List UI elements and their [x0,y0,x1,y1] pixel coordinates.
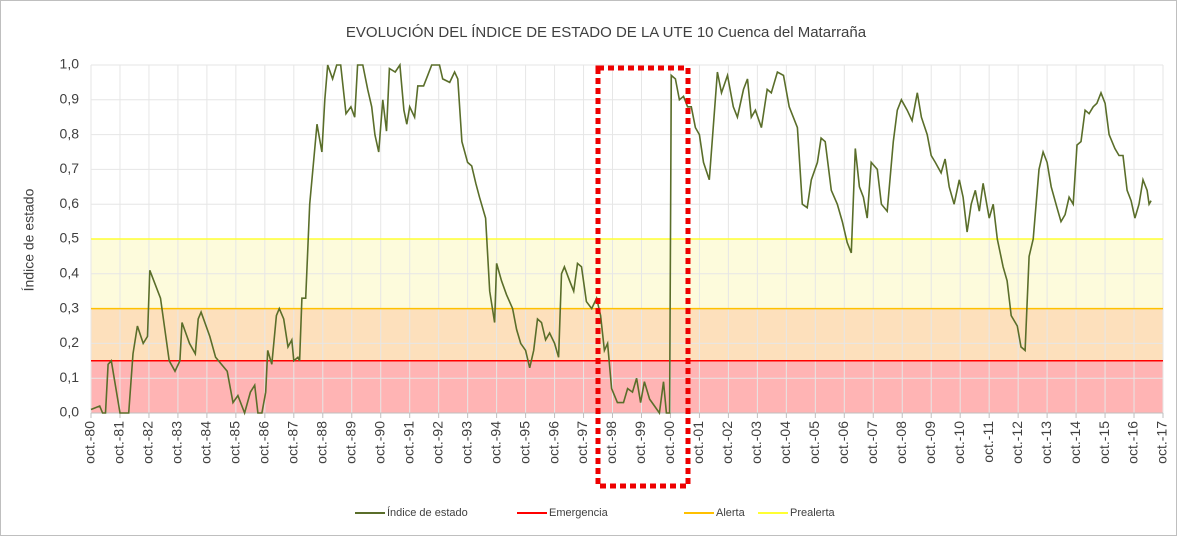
x-tick-label: oct.-88 [313,421,329,464]
x-tick-label: oct.-02 [719,421,735,464]
y-tick-label: 0,5 [60,230,80,246]
x-tick-label: oct.-86 [256,421,272,464]
x-tick-label: oct.-89 [342,421,358,464]
y-tick-label: 1,0 [60,56,80,72]
x-tick-label: oct.-85 [227,421,243,464]
x-tick-label: oct.-97 [574,421,590,464]
y-tick-label: 0,7 [60,160,80,176]
x-tick-label: oct.-04 [777,421,793,464]
x-tick-label: oct.-87 [285,421,301,464]
x-tick-label: oct.-06 [835,421,851,464]
y-tick-label: 0,9 [60,91,80,107]
legend-label: Emergencia [549,507,609,519]
y-axis-label: Índice de estado [21,188,37,291]
x-tick-label: oct.-15 [1096,421,1112,464]
x-tick-label: oct.-81 [111,421,127,464]
x-tick-label: oct.-05 [806,421,822,464]
x-tick-label: oct.-80 [82,421,98,464]
y-tick-label: 0,0 [60,404,80,420]
highlight-box [595,65,691,489]
y-tick-label: 0,8 [60,125,80,141]
x-tick-label: oct.-17 [1154,421,1170,464]
x-tick-label: oct.-12 [1009,421,1025,464]
x-tick-label: oct.-03 [748,421,764,464]
x-tick-label: oct.-96 [545,421,561,464]
x-tick-label: oct.-91 [400,421,416,464]
x-tick-label: oct.-92 [429,421,445,464]
x-tick-label: oct.-16 [1125,421,1141,464]
x-tick-label: oct.-07 [864,421,880,464]
x-tick-label: oct.-09 [922,421,938,464]
x-tick-label: oct.-90 [371,421,387,464]
threshold-band [91,308,1163,361]
x-tick-label: oct.-13 [1038,421,1054,464]
y-tick-label: 0,2 [60,334,80,350]
x-tick-label: oct.-93 [458,421,474,464]
y-tick-label: 0,6 [60,195,80,211]
x-tick-label: oct.-84 [198,421,214,464]
x-tick-label: oct.-10 [951,421,967,464]
threshold-band [91,360,1163,413]
y-tick-label: 0,4 [60,265,80,281]
x-tick-label: oct.-14 [1067,421,1083,464]
data-line [90,62,1152,416]
x-tick-label: oct.-95 [516,421,532,464]
x-tick-label: oct.-98 [603,421,619,464]
x-tick-label: oct.-94 [487,421,503,464]
x-tick-label: oct.-82 [140,421,156,464]
y-tick-label: 0,3 [60,299,80,315]
x-tick-label: oct.-99 [632,421,648,464]
legend-label: Prealerta [790,507,836,519]
legend-label: Alerta [716,507,746,519]
x-tick-label: oct.-00 [661,421,677,464]
x-tick-label: oct.-83 [169,421,185,464]
chart-title: EVOLUCIÓN DEL ÍNDICE DE ESTADO DE LA UTE… [346,24,867,41]
x-tick-label: oct.-08 [893,421,909,464]
x-tick-label: oct.-11 [980,421,996,463]
legend-label: Índice de estado [387,506,468,519]
x-tick-label: oct.-01 [690,421,706,464]
y-tick-label: 0,1 [60,369,80,385]
